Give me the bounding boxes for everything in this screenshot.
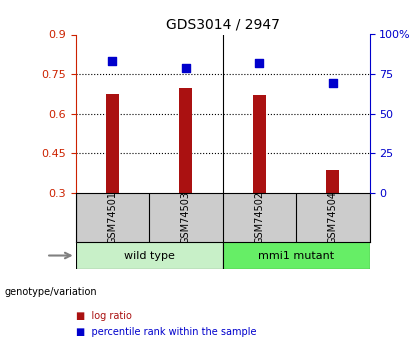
Bar [326, 170, 339, 193]
Bar [76, 242, 223, 269]
Title: GDS3014 / 2947: GDS3014 / 2947 [165, 18, 280, 32]
Bar [223, 242, 370, 269]
Text: wild type: wild type [123, 250, 175, 260]
Bar [179, 89, 192, 193]
Text: GSM74501: GSM74501 [108, 191, 117, 244]
Text: genotype/variation: genotype/variation [4, 287, 97, 296]
Point [256, 60, 263, 66]
Bar [106, 94, 119, 193]
Text: mmi1 mutant: mmi1 mutant [258, 250, 334, 260]
Text: GSM74502: GSM74502 [255, 191, 264, 244]
Point [109, 58, 116, 63]
Text: ■  log ratio: ■ log ratio [76, 311, 131, 321]
Bar [253, 95, 266, 193]
Text: GSM74503: GSM74503 [181, 191, 191, 244]
Point [330, 81, 336, 86]
Text: GSM74504: GSM74504 [328, 191, 338, 244]
Text: ■  percentile rank within the sample: ■ percentile rank within the sample [76, 327, 256, 337]
Point [182, 66, 189, 71]
